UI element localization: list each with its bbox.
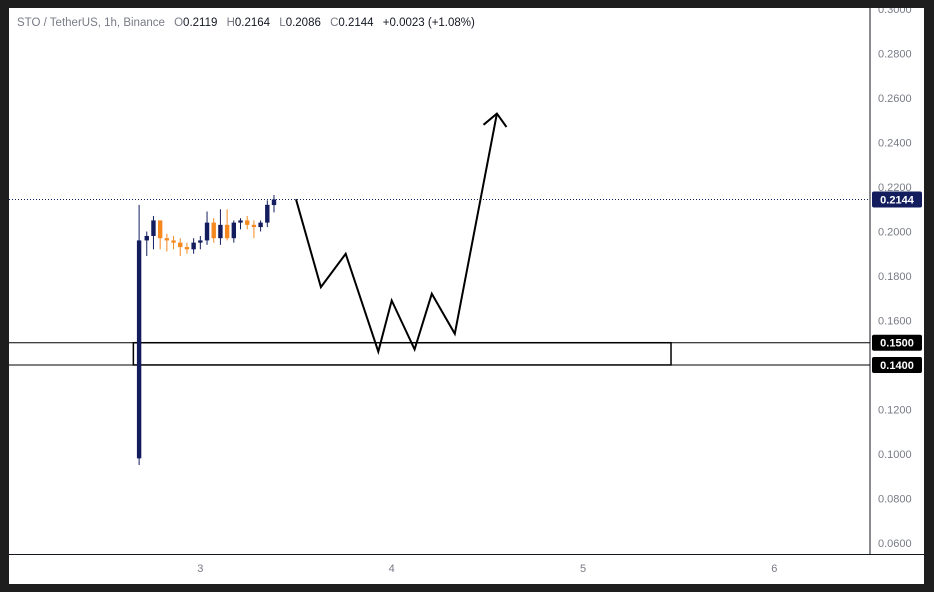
projection-path[interactable] bbox=[295, 113, 498, 356]
projection-arrow-head bbox=[482, 112, 508, 128]
candle-body[interactable] bbox=[211, 222, 216, 239]
candle-body[interactable] bbox=[271, 199, 277, 206]
candle-body[interactable] bbox=[238, 220, 243, 223]
chart-frame: 0.0600 0.0800 0.1000 0.1200 0.1400 0.1600 0.18… bbox=[9, 8, 924, 584]
y-tick-label: 0.0600 bbox=[878, 538, 912, 550]
candle-body[interactable] bbox=[144, 235, 149, 241]
y-tick-label: 0.2200 bbox=[878, 182, 912, 194]
close-label: C bbox=[330, 17, 339, 29]
y-tick-label: 0.1000 bbox=[878, 449, 912, 461]
candle-body[interactable] bbox=[191, 242, 196, 250]
last-price-label: 0.2144 bbox=[880, 194, 915, 206]
candle-body[interactable] bbox=[151, 220, 156, 236]
candle-body[interactable] bbox=[171, 240, 176, 243]
candle-body[interactable] bbox=[184, 247, 190, 250]
candle-body[interactable] bbox=[204, 222, 210, 241]
open-value: 0.2119 bbox=[183, 17, 218, 29]
demand-zone-rectangle[interactable] bbox=[132, 341, 672, 366]
y-tick-label: 0.1800 bbox=[878, 271, 912, 283]
y-tick-label: 0.0800 bbox=[878, 493, 912, 505]
x-tick-label: 6 bbox=[771, 563, 777, 575]
y-tick-label: 0.1600 bbox=[878, 315, 912, 327]
y-tick-label: 0.2400 bbox=[878, 138, 912, 150]
high-value: 0.2164 bbox=[234, 17, 271, 29]
zone-low-label: 0.1400 bbox=[880, 360, 914, 372]
y-tick-label: 0.2600 bbox=[878, 93, 912, 105]
low-label: L bbox=[279, 17, 286, 29]
high-label: H bbox=[226, 17, 235, 29]
zone-high-label-bg bbox=[872, 334, 922, 351]
close-value: 0.2144 bbox=[338, 17, 374, 29]
candle-body[interactable] bbox=[178, 242, 183, 248]
y-tick-label: 0.1200 bbox=[878, 404, 912, 416]
x-tick-label: 4 bbox=[389, 563, 395, 575]
open-label: O bbox=[174, 17, 184, 29]
candle-body[interactable] bbox=[157, 220, 163, 239]
zone-low-label-bg bbox=[872, 356, 922, 373]
candle-body[interactable] bbox=[136, 240, 142, 459]
candle-body[interactable] bbox=[258, 222, 263, 228]
candle-body[interactable] bbox=[265, 204, 270, 223]
symbol-title[interactable]: STO / TetherUS, 1h, Binance bbox=[17, 17, 165, 29]
candle-body[interactable] bbox=[218, 224, 223, 239]
y-tick-label: 0.3000 bbox=[878, 8, 912, 16]
x-tick-label: 5 bbox=[580, 563, 586, 575]
y-tick-label: 0.2000 bbox=[878, 227, 912, 239]
candle-body[interactable] bbox=[251, 224, 257, 228]
candle-body[interactable] bbox=[231, 222, 237, 239]
symbol-legend: STO / TetherUS, 1h, Binance O0.2119 H0.2… bbox=[17, 17, 475, 29]
y-tick-label: 0.2800 bbox=[878, 49, 912, 61]
candle-body[interactable] bbox=[164, 238, 170, 241]
candle-body[interactable] bbox=[198, 240, 203, 243]
last-price-label-bg bbox=[872, 191, 922, 208]
candle-body[interactable] bbox=[245, 220, 250, 225]
price-chart[interactable]: 0.0600 0.0800 0.1000 0.1200 0.1400 0.1600 0.18… bbox=[9, 8, 924, 584]
x-tick-label: 3 bbox=[197, 563, 203, 575]
candle-body[interactable] bbox=[224, 224, 230, 239]
low-value: 0.2086 bbox=[285, 17, 321, 29]
change-value: +0.0023 (+1.08%) bbox=[382, 17, 475, 29]
zone-high-label: 0.1500 bbox=[880, 338, 914, 350]
